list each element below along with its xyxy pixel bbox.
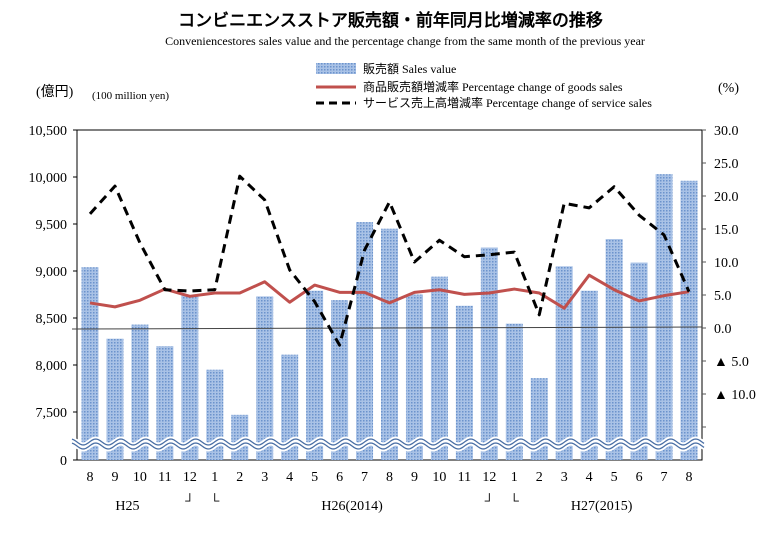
- x-tick-label: 4: [586, 470, 593, 485]
- bar: [156, 346, 174, 460]
- right-axis-title: (%): [718, 81, 739, 96]
- chart-title: コンビニエンスストア販売額・前年同月比増減率の推移: [178, 11, 603, 31]
- x-tick-label: 7: [361, 470, 368, 485]
- bar: [106, 338, 124, 460]
- bar: [405, 294, 423, 460]
- right-tick-label: 0.0: [714, 322, 732, 337]
- x-tick-label: 11: [158, 470, 171, 485]
- bar: [630, 262, 648, 460]
- bar: [505, 323, 523, 460]
- x-tick-label: 11: [458, 470, 471, 485]
- left-tick-label: 9,000: [36, 265, 68, 280]
- bar: [480, 247, 498, 460]
- legend-label: 商品販売額増減率 Percentage change of goods sale…: [363, 79, 623, 94]
- x-tick-label: 4: [286, 470, 293, 485]
- left-tick-label: 0: [60, 454, 67, 469]
- axis-break-line: [71, 442, 705, 450]
- bar: [356, 222, 374, 460]
- bar: [580, 290, 598, 460]
- legend-swatch-sales: [316, 63, 356, 74]
- x-tick-label: 6: [336, 470, 343, 485]
- x-tick-label: 2: [236, 470, 243, 485]
- x-tick-label: 2: [536, 470, 543, 485]
- year-label: H26(2014): [321, 499, 383, 514]
- x-tick-label: 10: [432, 470, 446, 485]
- x-tick-label: 3: [261, 470, 268, 485]
- year-boundary-mark: └: [210, 493, 220, 508]
- bar: [655, 174, 673, 460]
- x-tick-label: 1: [511, 470, 518, 485]
- x-tick-label: 8: [87, 470, 94, 485]
- right-tick-label: 10.0: [714, 256, 739, 271]
- legend-label: 販売額 Sales value: [363, 61, 456, 76]
- left-tick-label: 9,500: [36, 218, 68, 233]
- bar: [605, 239, 623, 460]
- right-tick-label: 15.0: [714, 223, 739, 238]
- x-tick-label: 9: [111, 470, 118, 485]
- x-tick-label: 8: [386, 470, 393, 485]
- bar: [306, 290, 324, 460]
- left-tick-label: 10,500: [29, 124, 68, 139]
- axis-break-line: [71, 438, 705, 446]
- chart-subtitle: Conveniencestores sales value and the pe…: [165, 34, 645, 48]
- left-tick-label: 8,500: [36, 312, 68, 327]
- x-tick-label: 12: [183, 470, 197, 485]
- bar: [131, 324, 149, 460]
- bar: [81, 267, 99, 460]
- bar: [281, 354, 299, 460]
- year-boundary-mark: └: [510, 493, 520, 508]
- x-tick-label: 5: [311, 470, 318, 485]
- year-boundary-mark: ┘: [484, 493, 494, 508]
- left-axis-title: (億円): [36, 84, 74, 100]
- zero-line: [71, 326, 703, 330]
- bar: [331, 300, 349, 460]
- legend-label: サービス売上高増減率 Percentage change of service …: [363, 95, 652, 110]
- year-label: H27(2015): [571, 499, 633, 514]
- x-tick-label: 5: [611, 470, 618, 485]
- bar: [381, 228, 398, 460]
- x-tick-label: 8: [686, 470, 693, 485]
- x-tick-label: 3: [561, 470, 568, 485]
- x-tick-label: 9: [411, 470, 418, 485]
- right-tick-label: 20.0: [714, 190, 739, 205]
- x-tick-label: 1: [211, 470, 218, 485]
- x-tick-label: 10: [133, 470, 147, 485]
- right-tick-label: ▲ 5.0: [714, 355, 749, 370]
- bar: [256, 296, 274, 460]
- left-tick-label: 8,000: [36, 359, 68, 374]
- left-tick-label: 10,000: [29, 171, 68, 186]
- x-tick-label: 6: [636, 470, 643, 485]
- right-tick-label: 25.0: [714, 157, 739, 172]
- left-tick-label: 7,500: [36, 406, 68, 421]
- year-boundary-mark: ┘: [184, 493, 194, 508]
- right-tick-label: ▲ 10.0: [714, 388, 756, 403]
- left-axis-title-en: (100 million yen): [92, 90, 169, 102]
- bar: [430, 276, 448, 460]
- x-tick-label: 7: [661, 470, 668, 485]
- bar: [455, 305, 473, 460]
- right-tick-label: 5.0: [714, 289, 732, 304]
- right-tick-label: 30.0: [714, 124, 739, 139]
- bar: [181, 295, 199, 460]
- year-label: H25: [115, 499, 139, 514]
- bar: [680, 180, 698, 460]
- bar: [555, 266, 573, 460]
- x-tick-label: 12: [482, 470, 496, 485]
